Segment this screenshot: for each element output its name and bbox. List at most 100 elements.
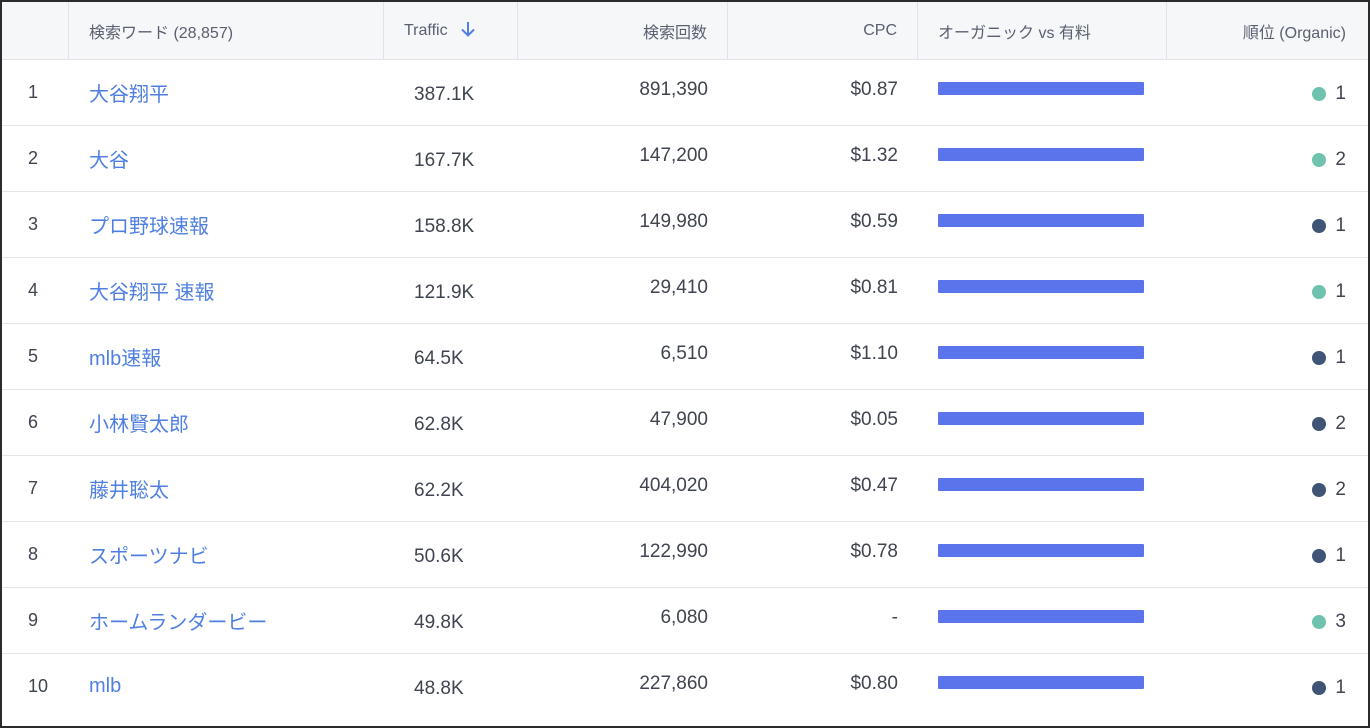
table-row: 6 小林賢太郎 62.8K 47,900 $0.05 2 xyxy=(2,390,1368,456)
traffic-value: 64.5K xyxy=(414,347,464,369)
header-search-volume[interactable]: 検索回数 xyxy=(518,2,728,59)
rank-cell: 1 xyxy=(1167,522,1368,587)
rank-dot-icon xyxy=(1312,614,1327,629)
organic-paid-bar xyxy=(938,192,1167,257)
table-row: 3 プロ野球速報 158.8K 149,980 $0.59 1 xyxy=(2,192,1368,258)
table-row: 5 mlb速報 64.5K 6,510 $1.10 1 xyxy=(2,324,1368,390)
traffic-value: 62.8K xyxy=(414,413,464,435)
keyword-link[interactable]: 小林賢太郎 xyxy=(89,414,189,436)
rank-dot-icon xyxy=(1312,416,1327,431)
row-index: 10 xyxy=(28,676,49,696)
row-index: 6 xyxy=(28,412,39,432)
traffic-value: 158.8K xyxy=(414,215,475,237)
rank-value: 2 xyxy=(1335,478,1346,500)
table-row: 2 大谷 167.7K 147,200 $1.32 2 xyxy=(2,126,1368,192)
header-cpc[interactable]: CPC xyxy=(728,2,918,59)
keyword-link[interactable]: プロ野球速報 xyxy=(89,216,209,238)
keyword-link[interactable]: ホームランダービー xyxy=(89,612,268,634)
rank-value: 1 xyxy=(1335,280,1346,302)
keyword-link[interactable]: スポーツナビ xyxy=(89,546,209,568)
organic-paid-bar xyxy=(938,588,1167,653)
cpc-value: $1.32 xyxy=(850,144,898,166)
keyword-link[interactable]: 藤井聡太 xyxy=(89,480,169,502)
search-volume-value: 29,410 xyxy=(649,276,708,298)
rank-value: 2 xyxy=(1335,148,1346,170)
row-index: 8 xyxy=(28,544,39,564)
row-index: 2 xyxy=(28,148,39,168)
search-volume-value: 149,980 xyxy=(639,210,708,232)
organic-bar xyxy=(938,478,1144,491)
organic-bar xyxy=(938,412,1144,425)
row-index: 1 xyxy=(28,82,39,102)
rank-cell: 1 xyxy=(1167,258,1368,323)
organic-paid-bar xyxy=(938,324,1167,389)
search-volume-value: 404,020 xyxy=(639,474,708,496)
cpc-value: $0.80 xyxy=(850,672,898,694)
cpc-value: $1.10 xyxy=(850,342,898,364)
search-volume-value: 227,860 xyxy=(639,672,708,694)
cpc-value: $0.59 xyxy=(850,210,898,232)
traffic-value: 49.8K xyxy=(414,611,464,633)
rank-dot-icon xyxy=(1312,284,1327,299)
row-index: 7 xyxy=(28,478,39,498)
header-traffic[interactable]: Traffic xyxy=(384,2,518,59)
traffic-value: 167.7K xyxy=(414,149,475,171)
table-row: 4 大谷翔平 速報 121.9K 29,410 $0.81 1 xyxy=(2,258,1368,324)
table-row: 1 大谷翔平 387.1K 891,390 $0.87 1 xyxy=(2,60,1368,126)
row-index: 3 xyxy=(28,214,39,234)
rank-value: 1 xyxy=(1335,544,1346,566)
keyword-link[interactable]: mlb速報 xyxy=(89,348,162,370)
cpc-value: $0.87 xyxy=(850,78,898,100)
arrow-down-icon[interactable] xyxy=(460,20,476,42)
organic-bar xyxy=(938,610,1144,623)
header-rank-label: 順位 (Organic) xyxy=(1242,24,1346,42)
cpc-value: - xyxy=(891,606,898,628)
row-index: 9 xyxy=(28,610,39,630)
organic-paid-bar xyxy=(938,654,1167,719)
rank-cell: 1 xyxy=(1167,654,1368,719)
rank-dot-icon xyxy=(1312,86,1327,101)
rank-value: 1 xyxy=(1335,82,1346,104)
rank-value: 1 xyxy=(1335,346,1346,368)
keyword-link[interactable]: 大谷 xyxy=(89,150,129,172)
rank-cell: 2 xyxy=(1167,390,1368,455)
search-volume-value: 122,990 xyxy=(639,540,708,562)
rank-cell: 1 xyxy=(1167,324,1368,389)
search-volume-value: 147,200 xyxy=(639,144,708,166)
search-volume-value: 47,900 xyxy=(649,408,708,430)
keyword-link[interactable]: 大谷翔平 xyxy=(89,84,169,106)
rank-dot-icon xyxy=(1312,218,1327,233)
organic-bar xyxy=(938,214,1144,227)
header-rank[interactable]: 順位 (Organic) xyxy=(1167,2,1368,59)
organic-bar xyxy=(938,346,1144,359)
cpc-value: $0.78 xyxy=(850,540,898,562)
rank-cell: 2 xyxy=(1167,456,1368,521)
header-keyword-label: 検索ワード (28,857) xyxy=(89,24,234,42)
traffic-value: 62.2K xyxy=(414,479,464,501)
table-row: 9 ホームランダービー 49.8K 6,080 - 3 xyxy=(2,588,1368,654)
table-row: 8 スポーツナビ 50.6K 122,990 $0.78 1 xyxy=(2,522,1368,588)
rank-cell: 3 xyxy=(1167,588,1368,653)
rank-value: 1 xyxy=(1335,676,1346,698)
header-traffic-label: Traffic xyxy=(404,21,448,39)
rank-dot-icon xyxy=(1312,152,1327,167)
organic-bar xyxy=(938,280,1144,293)
keyword-link[interactable]: mlb xyxy=(89,675,122,697)
row-index: 4 xyxy=(28,280,39,300)
row-index: 5 xyxy=(28,346,39,366)
rank-cell: 1 xyxy=(1167,192,1368,257)
keyword-link[interactable]: 大谷翔平 速報 xyxy=(89,282,215,304)
rank-value: 1 xyxy=(1335,214,1346,236)
header-organic-vs-paid[interactable]: オーガニック vs 有料 xyxy=(918,2,1167,59)
organic-paid-bar xyxy=(938,456,1167,521)
header-keyword[interactable]: 検索ワード (28,857) xyxy=(69,2,384,59)
table-row: 7 藤井聡太 62.2K 404,020 $0.47 2 xyxy=(2,456,1368,522)
organic-bar xyxy=(938,148,1144,161)
organic-bar xyxy=(938,544,1144,557)
traffic-value: 48.8K xyxy=(414,677,464,699)
cpc-value: $0.05 xyxy=(850,408,898,430)
organic-bar xyxy=(938,676,1144,689)
traffic-value: 387.1K xyxy=(414,83,475,105)
rank-cell: 1 xyxy=(1167,60,1368,125)
